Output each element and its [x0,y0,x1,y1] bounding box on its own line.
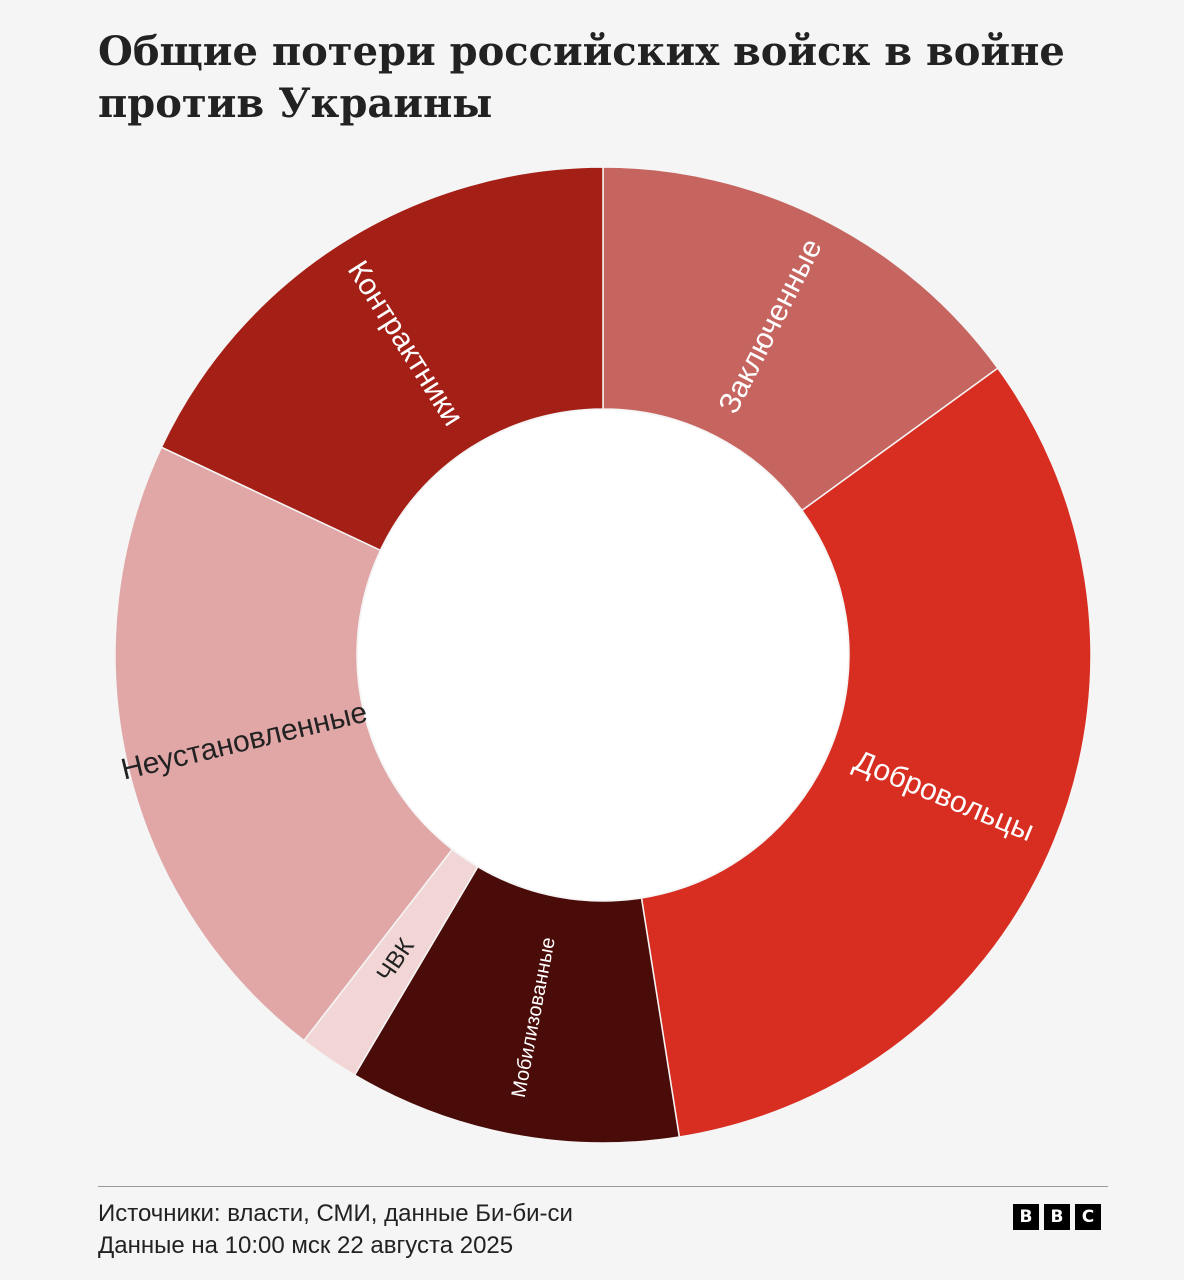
bbc-logo-letter: B [1013,1204,1039,1230]
source-note: Источники: власти, СМИ, данные Би-би-си [98,1200,573,1227]
slices-layer [114,166,1092,1144]
bbc-logo-letter: C [1075,1204,1101,1230]
footer-divider [98,1186,1108,1187]
donut-slice [160,166,604,552]
donut-slice [353,865,681,1144]
donut-slice [640,367,1092,1138]
chart-title: Общие потери российских войск в войне пр… [98,28,1065,127]
bbc-logo: B B C [1013,1204,1101,1230]
donut-slice [114,446,454,1042]
donut-hole [358,410,848,900]
data-date-note: Данные на 10:00 мск 22 августа 2025 [98,1232,514,1259]
donut-slice [602,166,999,512]
bbc-logo-letter: B [1044,1204,1070,1230]
